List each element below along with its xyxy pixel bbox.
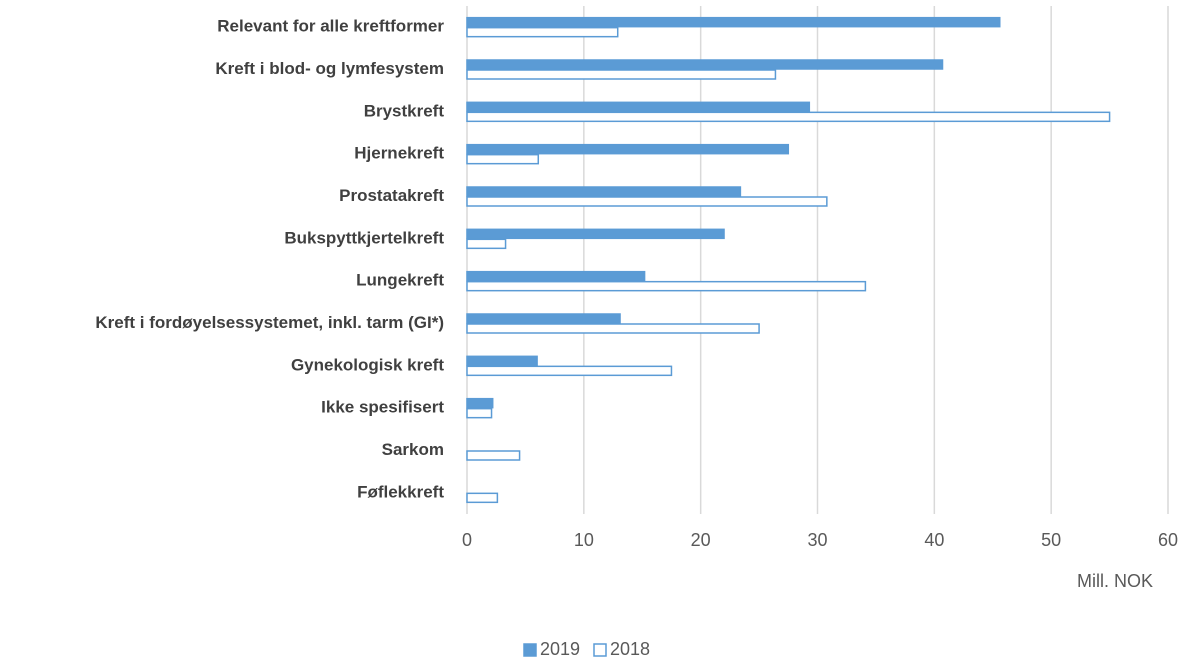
legend-swatch <box>593 643 607 657</box>
y-tick-label: Kreft i fordøyelsessystemet, inkl. tarm … <box>95 313 444 332</box>
x-axis-label: Mill. NOK <box>1077 571 1153 591</box>
bar <box>466 323 760 334</box>
bar <box>466 407 493 419</box>
y-tick-label: Føflekkreft <box>357 482 444 501</box>
y-tick-label: Relevant for alle kreftformer <box>217 17 444 36</box>
y-tick-label: Prostatakreft <box>339 186 444 205</box>
bar <box>466 153 540 165</box>
bar <box>466 69 777 80</box>
bar <box>466 492 499 504</box>
bar <box>466 186 742 197</box>
bar <box>466 111 1111 123</box>
bar <box>466 313 621 324</box>
y-tick-label: Kreft i blod- og lymfesystem <box>215 59 444 78</box>
y-tick-label: Brystkreft <box>364 101 445 120</box>
bar <box>466 238 507 250</box>
legend-label: 2019 <box>540 639 580 659</box>
x-tick-label: 10 <box>574 530 594 550</box>
bar <box>466 280 867 292</box>
bar <box>466 16 1001 28</box>
bar <box>466 355 538 367</box>
x-tick-label: 40 <box>924 530 944 550</box>
bar <box>466 228 725 240</box>
x-tick-label: 20 <box>691 530 711 550</box>
x-tick-label: 30 <box>807 530 827 550</box>
bar <box>466 365 673 377</box>
y-tick-label: Lungekreft <box>356 271 444 290</box>
bar <box>466 143 790 155</box>
legend-swatch <box>523 643 537 657</box>
legend-label: 2018 <box>610 639 650 659</box>
bar <box>466 26 619 38</box>
bar <box>466 450 521 461</box>
y-tick-label: Ikke spesifisert <box>321 398 444 417</box>
x-tick-label: 50 <box>1041 530 1061 550</box>
bar <box>466 270 646 282</box>
bar <box>466 196 828 207</box>
bar <box>466 397 494 409</box>
y-tick-label: Gynekologisk kreft <box>291 355 444 374</box>
y-tick-label: Sarkom <box>382 440 444 459</box>
bar <box>466 59 944 70</box>
y-tick-label: Bukspyttkjertelkreft <box>284 228 444 247</box>
y-tick-label: Hjernekreft <box>354 144 444 163</box>
x-tick-label: 60 <box>1158 530 1178 550</box>
bar <box>466 101 811 113</box>
x-tick-label: 0 <box>462 530 472 550</box>
